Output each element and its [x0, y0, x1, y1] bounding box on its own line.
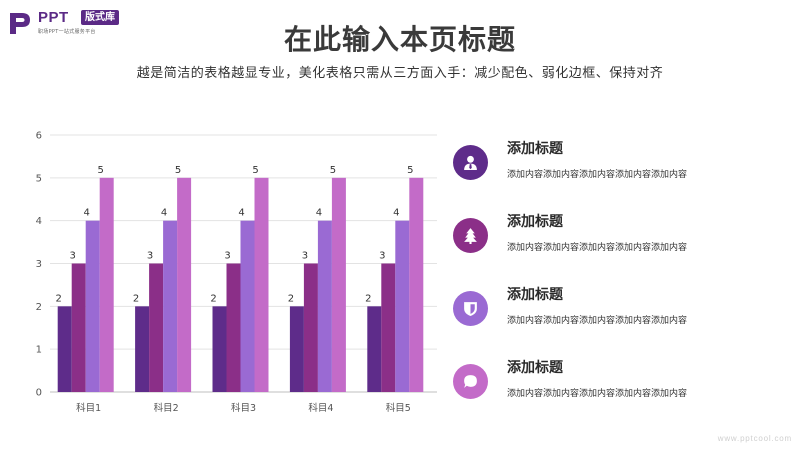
- tree-icon: [464, 228, 477, 244]
- feature-item-3: 添加标题 添加内容添加内容添加内容添加内容添加内容: [453, 278, 783, 328]
- bar: [254, 177, 269, 392]
- y-tick-label: 2: [36, 302, 42, 313]
- feature-item-2: 添加标题 添加内容添加内容添加内容添加内容添加内容: [453, 205, 783, 255]
- page-subtitle: 越是简洁的表格越显专业，美化表格只需从三方面入手：减少配色、弱化边框、保持对齐: [136, 66, 664, 81]
- bar-chart: 0 1 2 3 4 5 6 2 3 4 5 科目1 2 3 4 5 科目2 2 3 4 5 科目3 2 3 4 5 科目4 2 3 4 5 科…: [36, 131, 437, 414]
- feature-circle-3: [453, 291, 488, 326]
- data-label: 2: [365, 293, 371, 304]
- y-tick-label: 0: [36, 388, 42, 399]
- bar: [71, 263, 86, 392]
- logo-brand: PPT: [38, 9, 69, 26]
- feature-title-4: 添加标题: [507, 360, 563, 376]
- shield-icon: [464, 302, 477, 316]
- bar: [289, 306, 304, 392]
- y-tick-label: 1: [36, 345, 42, 356]
- data-label: 2: [210, 293, 216, 304]
- bar: [395, 220, 410, 392]
- data-label: 4: [238, 208, 244, 219]
- chat-bubble-icon: [464, 375, 477, 388]
- x-tick-label: 科目2: [154, 402, 179, 414]
- y-tick-label: 4: [36, 216, 42, 227]
- x-tick-label: 科目5: [386, 402, 411, 414]
- y-tick-label: 3: [36, 259, 42, 270]
- data-label: 3: [302, 251, 308, 262]
- bar: [317, 220, 332, 392]
- bar: [149, 263, 164, 392]
- x-tick-label: 科目4: [308, 402, 333, 414]
- data-label: 5: [175, 165, 181, 176]
- page-title: 在此输入本页标题: [283, 23, 516, 56]
- feature-desc-2: 添加内容添加内容添加内容添加内容添加内容: [507, 243, 688, 253]
- user-icon: [464, 155, 477, 170]
- feature-circle-1: [453, 145, 488, 180]
- data-label: 5: [252, 165, 258, 176]
- logo-mark-icon: [10, 13, 30, 34]
- data-label: 2: [288, 293, 294, 304]
- data-label: 2: [133, 293, 139, 304]
- bar: [226, 263, 241, 392]
- feature-item-4: 添加标题 添加内容添加内容添加内容添加内容添加内容: [453, 351, 783, 401]
- feature-title-1: 添加标题: [507, 141, 563, 157]
- data-label: 5: [407, 165, 413, 176]
- feature-desc-3: 添加内容添加内容添加内容添加内容添加内容: [507, 316, 688, 326]
- bar: [409, 177, 424, 392]
- feature-title-3: 添加标题: [507, 287, 563, 303]
- data-label: 3: [379, 251, 385, 262]
- data-label: 2: [56, 293, 62, 304]
- feature-circle-2: [453, 218, 488, 253]
- bar: [99, 177, 114, 392]
- data-label: 3: [147, 251, 153, 262]
- bar: [303, 263, 318, 392]
- feature-title-2: 添加标题: [507, 214, 563, 230]
- data-label: 3: [70, 251, 76, 262]
- y-tick-label: 6: [36, 131, 42, 142]
- bar: [240, 220, 255, 392]
- data-label: 4: [161, 208, 167, 219]
- bar: [57, 306, 72, 392]
- feature-desc-4: 添加内容添加内容添加内容添加内容添加内容: [507, 389, 688, 399]
- data-label: 4: [316, 208, 322, 219]
- logo-tagline: 职场PPT一站式服务平台: [38, 29, 96, 35]
- bar: [367, 306, 382, 392]
- data-label: 5: [98, 165, 104, 176]
- y-tick-label: 5: [36, 173, 42, 184]
- bar: [212, 306, 227, 392]
- x-tick-label: 科目1: [76, 402, 101, 414]
- data-label: 5: [330, 165, 336, 176]
- logo: PPT 版式库 职场PPT一站式服务平台: [8, 8, 168, 38]
- bar: [85, 220, 100, 392]
- bar: [135, 306, 150, 392]
- data-label: 3: [224, 251, 230, 262]
- bar: [177, 177, 192, 392]
- x-tick-label: 科目3: [231, 402, 256, 414]
- bar: [381, 263, 396, 392]
- feature-desc-1: 添加内容添加内容添加内容添加内容添加内容: [507, 170, 688, 180]
- bar: [331, 177, 346, 392]
- feature-item-1: 添加标题 添加内容添加内容添加内容添加内容添加内容: [453, 132, 783, 182]
- data-label: 4: [84, 208, 90, 219]
- bar: [163, 220, 178, 392]
- data-label: 4: [393, 208, 399, 219]
- watermark: www.pptcool.com: [717, 434, 792, 443]
- logo-badge: 版式库: [81, 10, 119, 25]
- feature-circle-4: [453, 364, 488, 399]
